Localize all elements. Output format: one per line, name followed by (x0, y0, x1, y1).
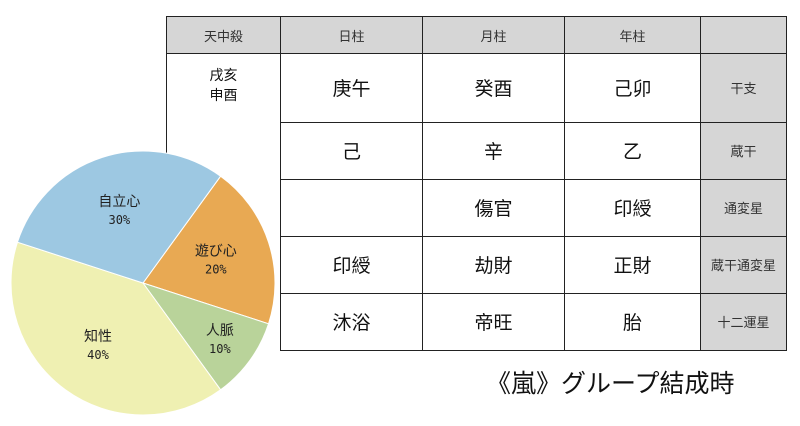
tenchusatsu-cell: 戌亥 申酉 (166, 53, 281, 122)
table-cell: 庚午 (280, 53, 423, 123)
header-year-pillar: 年柱 (564, 16, 701, 54)
table-cell: 辛 (422, 121, 565, 180)
table-cell: 帝旺 (422, 292, 565, 351)
pie-label-2: 知性 (84, 328, 112, 345)
header-month-pillar: 月柱 (422, 16, 565, 54)
header-blank (700, 16, 787, 54)
pie-value-1: 10% (209, 342, 231, 356)
row-label: 蔵干 (700, 121, 787, 180)
tenchusatsu-line-2: 申酉 (209, 88, 238, 104)
pie-chart-svg: 遊び心 20% 人脈 10% 知性 40% 自立心 30% (10, 150, 276, 416)
pie-value-3: 30% (108, 213, 130, 227)
row-label: 通変星 (700, 178, 787, 237)
table-cell (280, 178, 423, 237)
pie-slice-3 (16, 150, 222, 284)
pie-value-2: 40% (87, 348, 109, 362)
table-cell: 劫財 (422, 235, 565, 294)
table-cell: 乙 (564, 121, 701, 180)
row-label: 十二運星 (700, 292, 787, 351)
caption: 《嵐》グループ結成時 (486, 369, 735, 398)
table-cell: 己卯 (564, 53, 701, 123)
pie-label-1: 人脈 (206, 323, 234, 339)
row-label: 蔵干通変星 (700, 235, 787, 294)
table-cell: 癸酉 (422, 53, 565, 123)
table-cell: 己 (280, 121, 423, 180)
table-row: 戌亥 申酉 庚午 癸酉 己卯 干支 (166, 53, 787, 123)
table-cell: 正財 (564, 235, 701, 294)
table-cell: 沐浴 (280, 292, 423, 351)
pie-label-0: 遊び心 (195, 243, 237, 259)
pie-slice-2 (10, 241, 222, 416)
table-header-row: 天中殺 日柱 月柱 年柱 (166, 16, 787, 54)
table-cell: 印綬 (280, 235, 423, 294)
table-cell: 胎 (564, 292, 701, 351)
pie-slice-0 (142, 175, 276, 325)
pie-value-0: 20% (205, 262, 227, 276)
pie-label-3: 自立心 (98, 194, 140, 210)
header-day-pillar: 日柱 (280, 16, 423, 54)
pie-slice-1 (141, 282, 270, 391)
tenchusatsu-line-1: 戌亥 (209, 68, 238, 84)
table-cell: 傷官 (422, 178, 565, 237)
table-cell: 印綬 (564, 178, 701, 237)
header-tenchusatsu: 天中殺 (166, 16, 281, 54)
row-label: 干支 (700, 53, 787, 123)
pie-chart: 遊び心 20% 人脈 10% 知性 40% 自立心 30% (0, 140, 290, 426)
